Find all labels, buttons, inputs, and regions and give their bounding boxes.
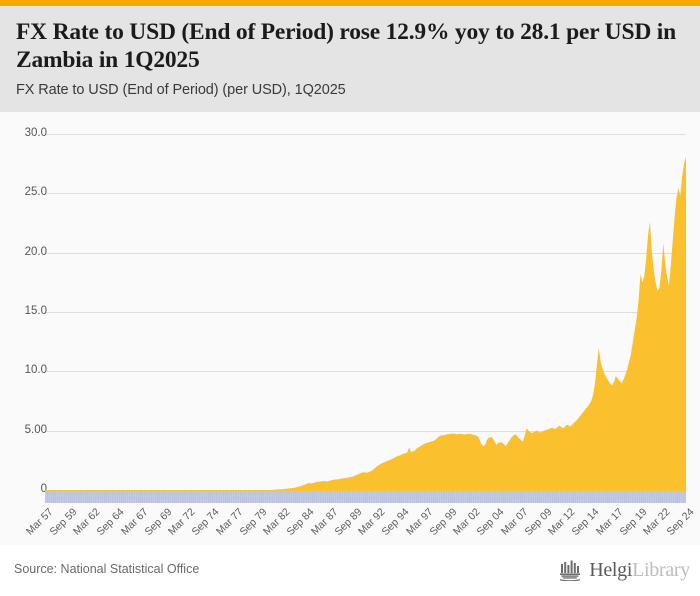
y-tick-label: 25.0 xyxy=(24,186,47,199)
source-note: Source: National Statistical Office xyxy=(14,562,200,576)
chart-subtitle: FX Rate to USD (End of Period) (per USD)… xyxy=(16,82,346,98)
x-axis-tick-marks xyxy=(45,492,686,503)
gridline xyxy=(45,430,686,432)
plot-zone: 0 5.00 10.0 15.0 20.0 25.0 30.0 Mar 57 Sep 59 Ma… xyxy=(0,112,700,545)
page-title: FX Rate to USD (End of Period) rose 12.9… xyxy=(16,19,676,73)
top-accent-bar xyxy=(0,0,700,6)
x-axis-tick-labels: Mar 57 Sep 59 Mar 62 Sep 64 Mar 67 Sep 69 Mar … xyxy=(0,504,700,544)
gridline xyxy=(45,371,686,373)
series-area-fx-rate xyxy=(45,156,686,490)
y-tick-label: 0 xyxy=(40,483,47,495)
gridline xyxy=(45,252,686,254)
axis-baseline xyxy=(45,490,686,492)
brand-logo[interactable]: HelgiLibrary xyxy=(559,557,690,583)
y-tick-label: 15.0 xyxy=(24,305,47,317)
brand-name-secondary: Library xyxy=(632,558,690,581)
chart-header: FX Rate to USD (End of Period) rose 12.9… xyxy=(0,6,700,112)
gridline xyxy=(45,312,686,313)
brand-name-primary: Helgi xyxy=(589,558,633,581)
chart-footer: Source: National Statistical Office He xyxy=(0,545,700,596)
gridline xyxy=(45,193,686,195)
y-tick-label: 5.00 xyxy=(24,423,47,436)
y-tick-label: 10.0 xyxy=(24,364,47,377)
y-tick-label: 20.0 xyxy=(24,245,47,258)
y-tick-label: 30.0 xyxy=(24,127,47,139)
library-building-icon xyxy=(560,560,581,581)
gridline xyxy=(45,134,686,135)
area-fill xyxy=(45,156,686,490)
plot-area xyxy=(45,134,686,491)
